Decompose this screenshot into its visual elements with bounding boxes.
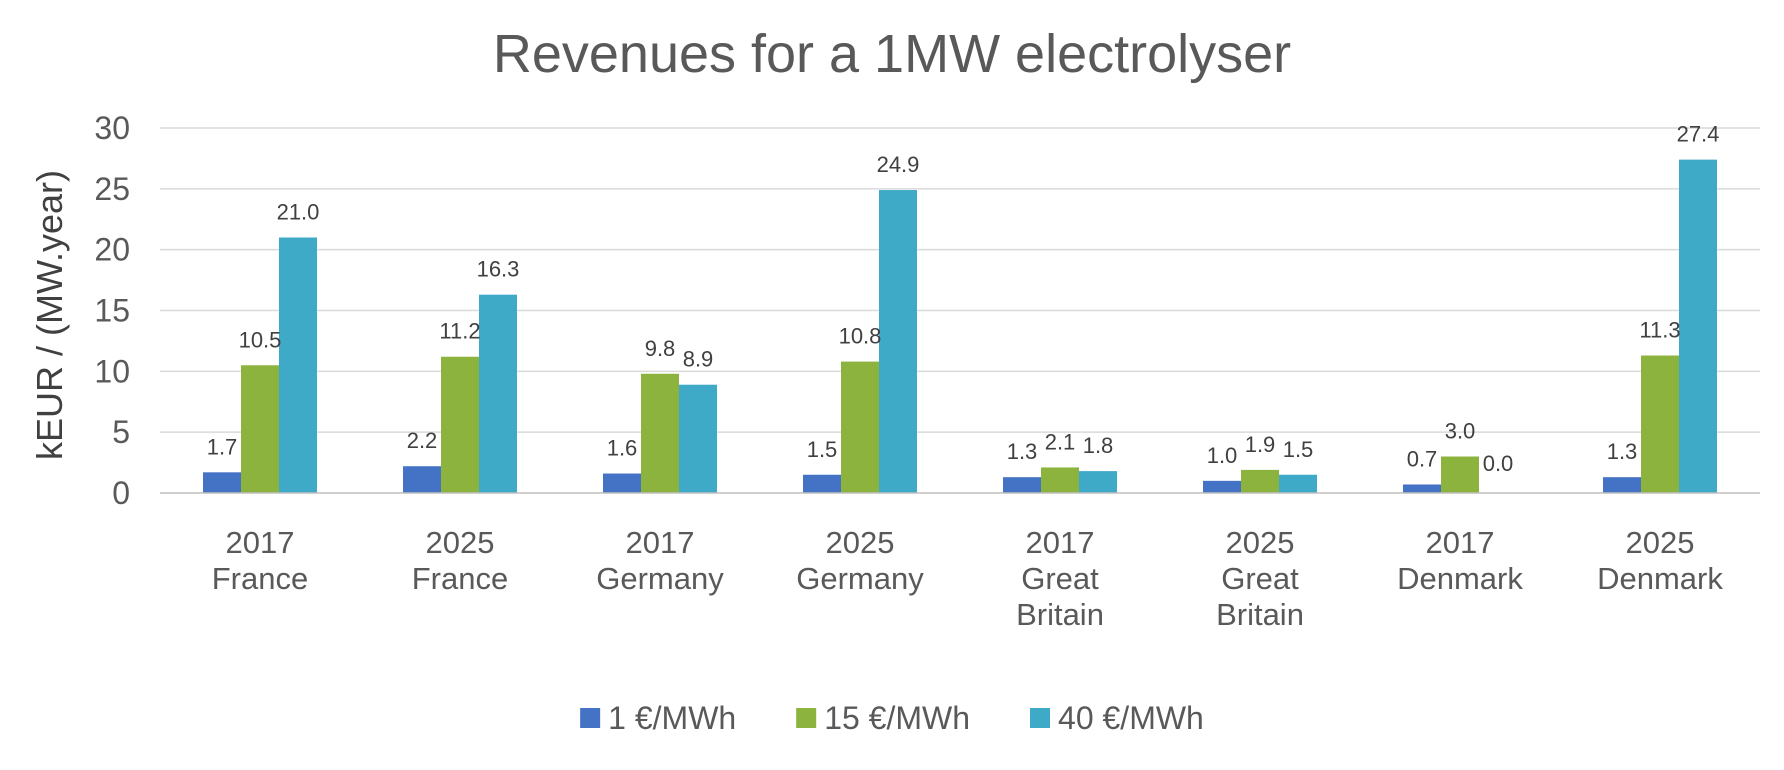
y-tick-label: 0 xyxy=(112,475,130,511)
data-label: 11.3 xyxy=(1639,318,1680,343)
bar xyxy=(1241,469,1279,493)
legend-item: 40 €/MWh xyxy=(1030,700,1204,736)
bar xyxy=(241,365,279,493)
chart-title: Revenues for a 1MW electrolyser xyxy=(493,24,1291,84)
data-label: 27.4 xyxy=(1677,122,1720,147)
data-label: 2.1 xyxy=(1045,429,1076,454)
data-label: 24.9 xyxy=(877,152,920,177)
y-tick-label: 5 xyxy=(112,414,130,450)
x-tick-line: 2017 xyxy=(626,525,695,560)
bar xyxy=(1679,159,1717,493)
data-label: 1.5 xyxy=(807,437,838,462)
bar xyxy=(441,356,479,493)
bar xyxy=(1041,467,1079,493)
legend-label: 40 €/MWh xyxy=(1058,700,1204,736)
data-label: 11.2 xyxy=(439,319,480,344)
x-tick-label: 2025 Great Britain xyxy=(1216,525,1304,632)
bar xyxy=(641,373,679,493)
data-label: 9.8 xyxy=(645,336,676,361)
bar xyxy=(203,472,241,493)
y-tick-label: 10 xyxy=(94,353,130,389)
bar xyxy=(403,466,441,493)
legend-swatch xyxy=(796,708,817,728)
data-label: 1.9 xyxy=(1245,432,1276,457)
x-tick-line: Britain xyxy=(1216,597,1304,632)
y-tick-label: 25 xyxy=(94,171,130,207)
y-tick-label: 30 xyxy=(94,110,130,146)
x-tick-label: 2017 Great Britain xyxy=(1016,525,1104,632)
x-tick-line: Denmark xyxy=(1397,561,1523,596)
data-label: 8.9 xyxy=(683,347,714,372)
x-tick-line: Denmark xyxy=(1597,561,1723,596)
data-label: 3.0 xyxy=(1445,419,1476,444)
legend: 1 €/MWh 15 €/MWh 40 €/MWh xyxy=(580,700,1204,736)
bars xyxy=(203,159,1717,494)
legend-item: 15 €/MWh xyxy=(796,700,970,736)
bar xyxy=(479,294,517,493)
data-label: 1.5 xyxy=(1283,437,1314,462)
x-tick-line: 2017 xyxy=(1026,525,1095,560)
bar xyxy=(279,237,317,493)
x-tick-line: 2025 xyxy=(426,525,495,560)
data-label: 16.3 xyxy=(477,257,520,282)
legend-item: 1 €/MWh xyxy=(580,700,736,736)
bar xyxy=(1403,484,1441,493)
legend-label: 1 €/MWh xyxy=(608,700,736,736)
x-tick-line: 2025 xyxy=(826,525,895,560)
bar xyxy=(1641,355,1679,493)
bar xyxy=(1603,477,1641,493)
bar xyxy=(1003,477,1041,493)
legend-swatch xyxy=(1030,708,1051,728)
x-tick-line: Great xyxy=(1221,561,1299,596)
data-labels: 1.7 2.2 1.6 1.5 1.3 1.0 0.7 1.3 10.5 11.2 9.8 10.8 2… xyxy=(207,122,1720,476)
x-tick-line: Great xyxy=(1021,561,1099,596)
x-tick-label: 2017 Germany xyxy=(596,525,724,596)
data-label: 1.8 xyxy=(1083,433,1114,458)
y-tick-label: 15 xyxy=(94,293,130,329)
data-label: 1.3 xyxy=(1007,439,1038,464)
bar xyxy=(1079,471,1117,493)
legend-swatch xyxy=(580,708,601,728)
bar xyxy=(1441,456,1479,493)
y-tick-label: 20 xyxy=(94,232,130,268)
data-label: 0.7 xyxy=(1407,446,1438,471)
x-tick-line: Britain xyxy=(1016,597,1104,632)
x-tick-label: 2025 Denmark xyxy=(1597,525,1723,596)
bar xyxy=(841,361,879,493)
x-tick-label: 2017 France xyxy=(212,525,308,596)
data-label: 21.0 xyxy=(277,200,320,225)
x-tick-label: 2025 Germany xyxy=(796,525,924,596)
x-tick-line: 2025 xyxy=(1226,525,1295,560)
data-label: 1.7 xyxy=(207,434,238,459)
x-tick-line: 2017 xyxy=(1426,525,1495,560)
x-tick-line: Germany xyxy=(596,561,724,596)
data-label: 10.5 xyxy=(239,327,282,352)
x-tick-label: 2017 Denmark xyxy=(1397,525,1523,596)
bar xyxy=(679,384,717,493)
x-tick-line: Germany xyxy=(796,561,924,596)
data-label: 1.6 xyxy=(607,436,638,461)
x-tick-line: 2025 xyxy=(1626,525,1695,560)
bar xyxy=(1279,474,1317,493)
bar xyxy=(879,190,917,494)
x-tick-label: 2025 France xyxy=(412,525,508,596)
y-axis-label: kEUR / (MW.year) xyxy=(29,170,70,460)
data-label: 10.8 xyxy=(839,324,882,349)
bar xyxy=(803,474,841,493)
legend-label: 15 €/MWh xyxy=(824,700,970,736)
data-label: 0.0 xyxy=(1483,451,1514,476)
gridlines: 0 5 10 15 20 25 30 xyxy=(94,110,1760,511)
bar xyxy=(1203,480,1241,493)
x-tick-line: 2017 xyxy=(226,525,295,560)
data-label: 1.0 xyxy=(1207,443,1238,468)
bar xyxy=(603,473,641,493)
data-label: 1.3 xyxy=(1607,439,1638,464)
x-tick-line: France xyxy=(412,561,508,596)
data-label: 2.2 xyxy=(407,428,438,453)
x-tick-line: France xyxy=(212,561,308,596)
